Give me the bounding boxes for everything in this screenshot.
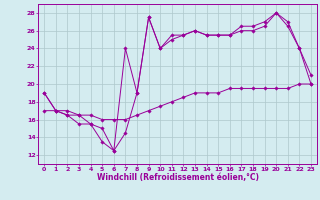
X-axis label: Windchill (Refroidissement éolien,°C): Windchill (Refroidissement éolien,°C) <box>97 173 259 182</box>
